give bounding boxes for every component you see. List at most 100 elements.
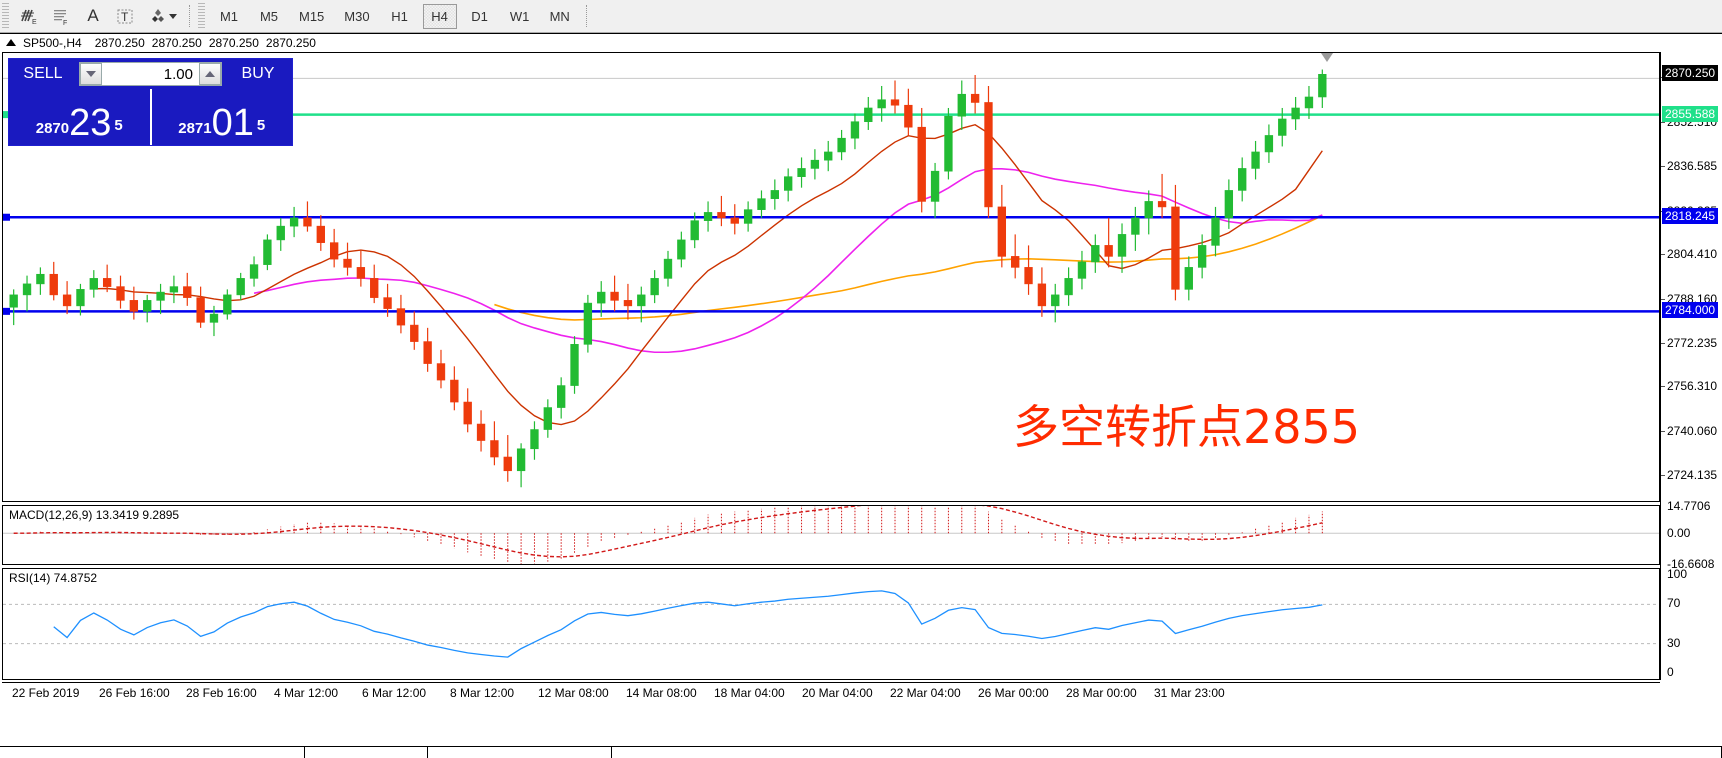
timeframe-label: M1 (219, 8, 239, 24)
volume-input[interactable]: 1.00 (102, 63, 199, 85)
taskbar-cell-4[interactable] (612, 747, 1722, 758)
rsi-tick-label: 30 (1667, 635, 1681, 650)
chevron-up-icon (205, 71, 215, 77)
time-tick-label: 26 Mar 00:00 (978, 686, 1049, 700)
macd-tick-label: 0.00 (1667, 526, 1691, 541)
price-tag-pivot[interactable]: 2855.588 (1662, 105, 1719, 122)
timeframe-label: M15 (299, 8, 325, 24)
svg-text:T: T (121, 10, 129, 24)
grid-glyph: F (54, 10, 67, 26)
volume-stepper[interactable]: 1.00 (79, 62, 222, 86)
timeframe-button-h4[interactable]: H4 (422, 3, 457, 29)
macd-chart-svg (3, 506, 1659, 564)
collapse-triangle-icon[interactable] (6, 39, 16, 46)
price-tick-mark (1661, 342, 1665, 344)
moving-average-lines (93, 123, 1323, 426)
buy-price-quote[interactable]: 2871 01 5 (149, 89, 293, 145)
chevron-down-icon (86, 71, 96, 77)
sell-price-quote[interactable]: 2870 23 5 (9, 89, 150, 145)
price-tick-mark (1661, 122, 1665, 124)
indicators-glyph: E (21, 9, 37, 26)
buy-price-lead: 2871 (178, 120, 212, 137)
rsi-tick-label: 0 (1667, 665, 1674, 679)
chevron-down-icon[interactable] (168, 13, 177, 19)
text-object-icon[interactable]: T (109, 1, 141, 31)
toolbar-divider (189, 5, 190, 27)
volume-increment-button[interactable] (199, 63, 221, 85)
macd-signal-line (13, 506, 1323, 558)
sell-price-lead: 2870 (35, 120, 70, 137)
timeframe-label: H1 (391, 8, 408, 24)
one-click-trading-panel[interactable]: SELL 1.00 BUY 2870 23 5 2871 01 5 (8, 58, 293, 146)
level-handle-pivot-2855[interactable] (3, 111, 10, 119)
time-tick-label: 20 Mar 04:00 (802, 686, 873, 700)
timeframe-grip[interactable] (198, 3, 205, 29)
chart-annotation-text: 多空转折点2855 (1013, 400, 1361, 454)
timeframe-label: H4 (431, 8, 448, 24)
sell-price-big: 23 (69, 102, 112, 144)
grid-icon[interactable]: F (45, 1, 77, 31)
text-label-icon[interactable]: A (77, 1, 109, 31)
timeframe-label: D1 (471, 8, 488, 24)
price-tag-last[interactable]: 2870.250 (1662, 65, 1719, 82)
price-tick-label: 2772.235 (1667, 335, 1718, 350)
toolbar-grip[interactable] (2, 3, 9, 29)
trade-panel-prices: 2870 23 5 2871 01 5 (9, 89, 292, 145)
rsi-chart-svg (3, 590, 1659, 658)
svg-text:E: E (32, 19, 37, 26)
rsi-label: RSI(14) 74.8752 (7, 571, 100, 585)
taskbar-cell-2[interactable] (305, 747, 428, 758)
level-handle-support-2784[interactable] (3, 307, 10, 315)
time-tick-label: 18 Mar 04:00 (714, 686, 785, 700)
price-tick-label: 2740.060 (1667, 424, 1718, 439)
sell-price-sup: 5 (114, 117, 123, 134)
price-tick-mark (1661, 165, 1665, 167)
timeframe-button-w1[interactable]: W1 (503, 4, 537, 29)
time-tick-label: 28 Feb 16:00 (186, 686, 257, 700)
time-tick-label: 4 Mar 12:00 (274, 686, 339, 700)
buy-button-label[interactable]: BUY (241, 65, 275, 82)
taskbar-cell-3[interactable] (428, 747, 612, 758)
ohlc-open: 2870.250 (94, 35, 145, 50)
objects-glyph (151, 9, 164, 22)
timeframe-button-m15[interactable]: M15 (292, 4, 331, 29)
macd-pane[interactable]: MACD(12,26,9) 13.3419 9.2895 (2, 505, 1660, 565)
time-tick-label: 28 Mar 00:00 (1066, 686, 1137, 700)
price-scale[interactable]: 2868.7602852.5102836.5852820.2252804.410… (1660, 52, 1722, 680)
timeframe-button-m5[interactable]: M5 (252, 4, 286, 29)
price-tag-support[interactable]: 2818.245 (1662, 208, 1719, 225)
candlestick-series (9, 69, 1327, 488)
indicators-icon[interactable]: E (13, 1, 45, 31)
timeframe-button-h1[interactable]: H1 (383, 4, 417, 29)
chart-window[interactable]: SP500-,H4 2870.250 2870.250 2870.250 287… (0, 33, 1722, 758)
sell-button-label[interactable]: SELL (23, 65, 63, 82)
timeframe-label: W1 (509, 8, 530, 24)
toolbar-divider-2 (585, 5, 587, 27)
ohlc-close: 2870.250 (265, 35, 316, 50)
volume-decrement-button[interactable] (80, 63, 102, 85)
trade-panel-top-row: SELL 1.00 BUY (9, 59, 292, 89)
svg-text:F: F (63, 20, 67, 26)
rsi-tick-label: 70 (1667, 596, 1681, 611)
taskbar[interactable] (0, 746, 1722, 758)
timeframe-button-m30[interactable]: M30 (337, 4, 376, 29)
price-tick-label: 2756.310 (1667, 379, 1718, 394)
price-tick-label: 2724.135 (1667, 467, 1718, 482)
ohlc-low: 2870.250 (208, 35, 259, 50)
taskbar-cell-1[interactable] (0, 747, 305, 758)
time-axis[interactable]: 22 Feb 2019 26 Feb 16:00 28 Feb 16:00 4 Mar… (2, 682, 1660, 704)
macd-label: MACD(12,26,9) 13.3419 9.2895 (7, 508, 182, 522)
rsi-pane[interactable]: RSI(14) 74.8752 (2, 568, 1660, 680)
timeframe-button-mn[interactable]: MN (543, 4, 577, 29)
timeframe-button-d1[interactable]: D1 (463, 4, 497, 29)
time-tick-label: 12 Mar 08:00 (538, 686, 609, 700)
timeframe-button-m1[interactable]: M1 (212, 4, 246, 29)
macd-tick-label: -16.6608 (1667, 557, 1715, 571)
price-tag-support[interactable]: 2784.000 (1662, 302, 1719, 319)
ohlc-high: 2870.250 (151, 35, 202, 50)
level-handle-resistance-2818[interactable] (3, 213, 10, 221)
time-tick-label: 14 Mar 08:00 (626, 686, 697, 700)
objects-dropdown-icon[interactable] (141, 1, 183, 31)
rsi-tick-label: 100 (1667, 567, 1688, 581)
price-tick-mark (1661, 474, 1665, 476)
